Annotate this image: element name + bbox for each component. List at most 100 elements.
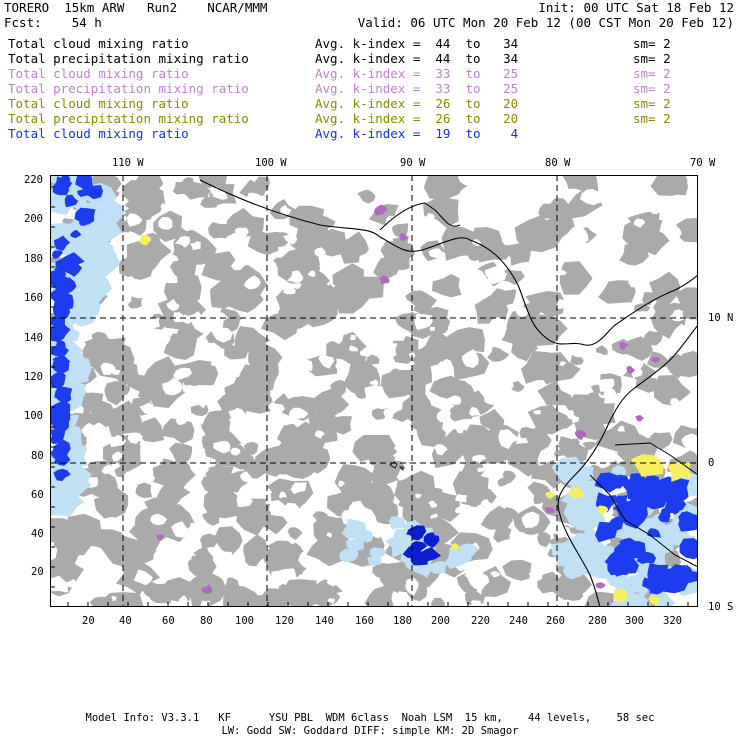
clear-gap: [414, 257, 424, 265]
cloud-patch: [380, 241, 415, 272]
cloud-patch: [430, 597, 446, 607]
clear-gap: [280, 205, 292, 216]
cloud-patch: [390, 368, 403, 380]
clear-gap: [498, 367, 516, 384]
clear-gap: [555, 299, 573, 310]
clear-gap: [455, 494, 467, 503]
clear-gap: [383, 408, 394, 419]
cloud-patch: [503, 242, 532, 266]
legend-row-6-kindex: Avg. k-index = 26 to 20: [315, 111, 519, 126]
cloud-patch: [354, 390, 367, 399]
y-tick-40: 40: [31, 528, 44, 540]
clear-gap: [476, 504, 486, 512]
clear-gap: [375, 314, 396, 329]
clear-gap: [223, 551, 233, 560]
cloud-patch: [330, 379, 347, 397]
clear-gap: [568, 225, 589, 243]
clear-gap: [173, 312, 184, 323]
y-tick-220: 220: [24, 174, 43, 186]
clear-gap: [369, 326, 382, 335]
cloud-patch: [140, 579, 167, 604]
y-tick-140: 140: [24, 332, 43, 344]
clear-gap: [633, 218, 646, 228]
precip-heavy-patch: [616, 502, 648, 529]
clear-gap: [346, 430, 361, 441]
x-tick-80: 80: [200, 615, 213, 627]
clear-gap: [287, 270, 304, 284]
clear-gap: [240, 175, 247, 181]
clear-gap: [666, 225, 682, 241]
clear-gap: [175, 417, 188, 425]
clear-gap: [178, 595, 188, 605]
precip-heavy-patch: [64, 194, 79, 208]
clear-gap: [228, 407, 246, 421]
yellow-patch: [450, 543, 460, 550]
clear-gap: [486, 317, 505, 333]
cloud-patch: [118, 255, 156, 280]
cloud-patch: [277, 423, 304, 445]
cloud-patch: [302, 302, 339, 328]
precip-heavy-patch: [74, 207, 96, 225]
clear-gap: [628, 274, 643, 288]
clear-gap: [242, 484, 251, 491]
clear-gap: [672, 595, 682, 602]
cloud-patch: [203, 479, 244, 519]
clear-gap: [395, 269, 411, 283]
legend-row-3-sm: sm= 2: [633, 66, 671, 81]
clear-gap: [396, 468, 411, 481]
clear-gap: [579, 189, 603, 206]
clear-gap: [363, 230, 386, 249]
clear-gap: [342, 454, 354, 464]
clear-gap: [213, 440, 231, 454]
clear-gap: [598, 182, 623, 201]
purple-patch: [156, 534, 164, 541]
cloud-patch: [392, 409, 410, 422]
cloud-patch: [676, 350, 698, 377]
cloud-patch: [127, 296, 143, 309]
clear-gap: [162, 377, 184, 396]
clear-gap: [264, 439, 276, 448]
clear-gap: [267, 402, 285, 415]
clear-gap: [247, 175, 259, 183]
clear-gap: [470, 274, 493, 292]
cloud-patch: [135, 482, 153, 499]
y-tick-160: 160: [24, 292, 43, 304]
purple-patch: [574, 429, 587, 441]
cloud-patch: [653, 300, 672, 320]
clear-gap: [414, 313, 433, 330]
precip-heavy-patch: [607, 557, 629, 576]
clear-gap: [408, 352, 416, 358]
legend-row-5-kindex: Avg. k-index = 26 to 20: [315, 96, 519, 111]
cloud-patch: [498, 449, 513, 461]
clear-gap: [376, 343, 398, 359]
clear-gap: [551, 185, 566, 199]
x-tick-300: 300: [625, 615, 644, 627]
cloud-patch: [364, 586, 395, 607]
map-canvas: [50, 175, 698, 607]
cloud-patch: [137, 378, 169, 401]
clear-gap: [123, 276, 137, 288]
clear-gap: [348, 500, 369, 517]
clear-gap: [236, 492, 253, 507]
cloud-patch: [544, 418, 558, 429]
cloud-patch: [287, 527, 303, 540]
precip-heavy-patch: [76, 189, 89, 197]
cloud-patch: [527, 314, 568, 346]
cloud-patch: [425, 333, 452, 362]
clear-gap: [433, 444, 448, 456]
cloud-patch: [126, 190, 166, 218]
clear-gap: [637, 328, 646, 334]
x-tick-180: 180: [393, 615, 412, 627]
cloud-patch: [680, 301, 698, 315]
clear-gap: [139, 441, 146, 447]
legend-row-2-field: Total precipitation mixing ratio: [8, 51, 249, 66]
cloud-patch: [416, 418, 446, 447]
cloud-patch: [635, 377, 660, 393]
lon-label-80w: 80 W: [545, 157, 571, 169]
cloud-patch: [502, 559, 532, 581]
cloud-patch: [100, 592, 144, 607]
cloud-patch: [571, 175, 599, 192]
clear-gap: [166, 542, 184, 559]
precip-heavy-patch: [609, 516, 626, 531]
precip-heavy-patch: [52, 303, 71, 321]
